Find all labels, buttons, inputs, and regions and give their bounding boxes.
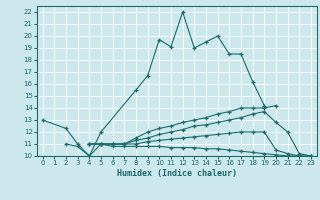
X-axis label: Humidex (Indice chaleur): Humidex (Indice chaleur) bbox=[117, 169, 237, 178]
